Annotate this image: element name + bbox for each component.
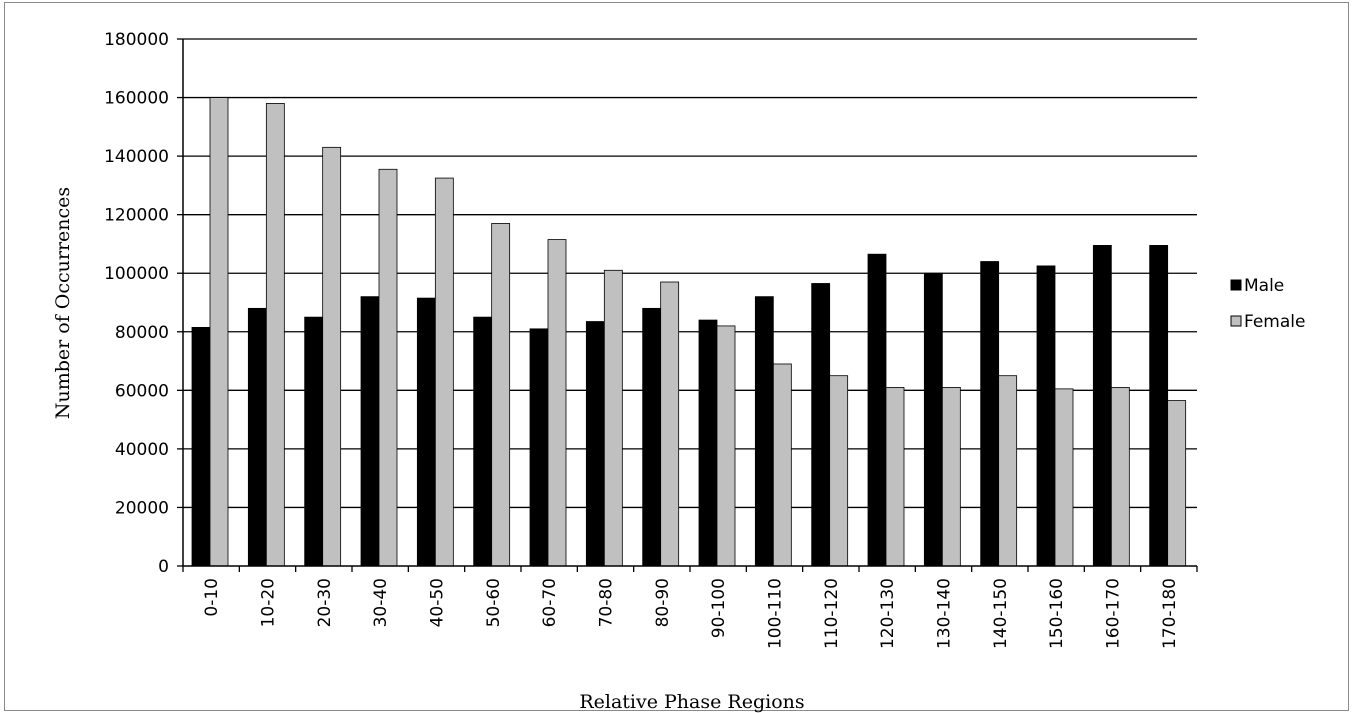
y-tick-label: 60000 <box>115 381 169 401</box>
y-tick-label: 140000 <box>104 147 169 167</box>
bar-female <box>1054 388 1074 567</box>
bar-male <box>1036 265 1056 567</box>
bar-female <box>322 146 342 567</box>
legend-swatch-female <box>1230 315 1242 327</box>
x-tick-labels: 0-10 10-20 20-30 30-40 40-50 50-60 60-70 70-80 8… <box>202 578 1180 649</box>
x-tick-label: 120-130 <box>878 578 898 649</box>
x-tick-label: 100-110 <box>766 578 786 649</box>
x-tick-label: 30-40 <box>371 578 391 627</box>
bar-male <box>416 297 436 567</box>
x-tick-label: 50-60 <box>484 578 504 627</box>
bar-female <box>660 281 680 567</box>
x-tick-label: 40-50 <box>428 578 448 627</box>
x-tick-label: 20-30 <box>315 578 335 627</box>
x-tick-label: 0-10 <box>202 578 222 617</box>
bar-male <box>529 328 549 567</box>
bar-male <box>867 253 887 567</box>
bar-male <box>585 321 605 567</box>
bar-female <box>829 375 849 567</box>
bar-female <box>378 168 398 567</box>
y-tick-label: 80000 <box>115 323 169 343</box>
bar-male <box>642 307 662 567</box>
bar-female <box>209 97 229 567</box>
gridlines <box>177 38 1197 567</box>
y-tick-labels: 0 20000 40000 60000 80000 100000 120000 140000 1… <box>104 30 169 577</box>
bar-male <box>923 272 943 567</box>
x-tick-label: 160-170 <box>1104 578 1124 649</box>
x-tick-label: 80-90 <box>653 578 673 627</box>
legend-label-female: Female <box>1244 312 1305 332</box>
bar-female <box>603 269 623 567</box>
bar-male <box>360 296 380 567</box>
bar-female <box>434 177 454 567</box>
x-tick-label: 60-70 <box>540 578 560 627</box>
bar-female <box>941 387 961 567</box>
bar-male <box>1092 245 1112 567</box>
y-tick-label: 100000 <box>104 264 169 284</box>
y-tick-label: 0 <box>158 557 169 577</box>
x-tick-label: 10-20 <box>259 578 279 627</box>
x-tick-label: 170-180 <box>1160 578 1180 649</box>
bar-male <box>191 326 211 567</box>
bar-male <box>980 261 1000 567</box>
legend-label-male: Male <box>1244 276 1284 296</box>
x-tick-label: 90-100 <box>709 578 729 638</box>
y-tick-label: 40000 <box>115 440 169 460</box>
bar-male <box>754 296 774 567</box>
x-tick-label: 150-160 <box>1047 578 1067 649</box>
bar-male <box>1149 245 1169 567</box>
y-tick-label: 160000 <box>104 89 169 109</box>
y-tick-label: 120000 <box>104 206 169 226</box>
y-tick-label: 180000 <box>104 30 169 50</box>
x-axis-title: Relative Phase Regions <box>579 691 804 713</box>
legend-swatch-male <box>1230 279 1242 291</box>
bar-female <box>885 387 905 567</box>
bar-female <box>998 375 1018 567</box>
bar-female <box>491 223 511 567</box>
bar-female <box>265 103 285 567</box>
bar-female <box>716 325 736 567</box>
x-tick-label: 140-150 <box>991 578 1011 649</box>
x-tick-label: 130-140 <box>935 578 955 649</box>
legend: Male Female <box>1230 276 1305 332</box>
bar-female <box>772 363 792 567</box>
x-tick-label: 70-80 <box>597 578 617 627</box>
axes <box>182 39 1198 572</box>
bar-female <box>547 239 567 567</box>
bar-female <box>1110 387 1130 567</box>
y-axis-title: Number of Occurrences <box>52 187 74 419</box>
bar-male <box>473 316 493 567</box>
bar-male <box>247 307 267 567</box>
bars <box>191 97 1187 567</box>
y-tick-label: 20000 <box>115 498 169 518</box>
bar-female <box>1167 400 1187 567</box>
bar-male <box>304 316 324 567</box>
bar-male <box>811 283 831 567</box>
x-tick-label: 110-120 <box>822 578 842 649</box>
bar-male <box>698 319 718 567</box>
